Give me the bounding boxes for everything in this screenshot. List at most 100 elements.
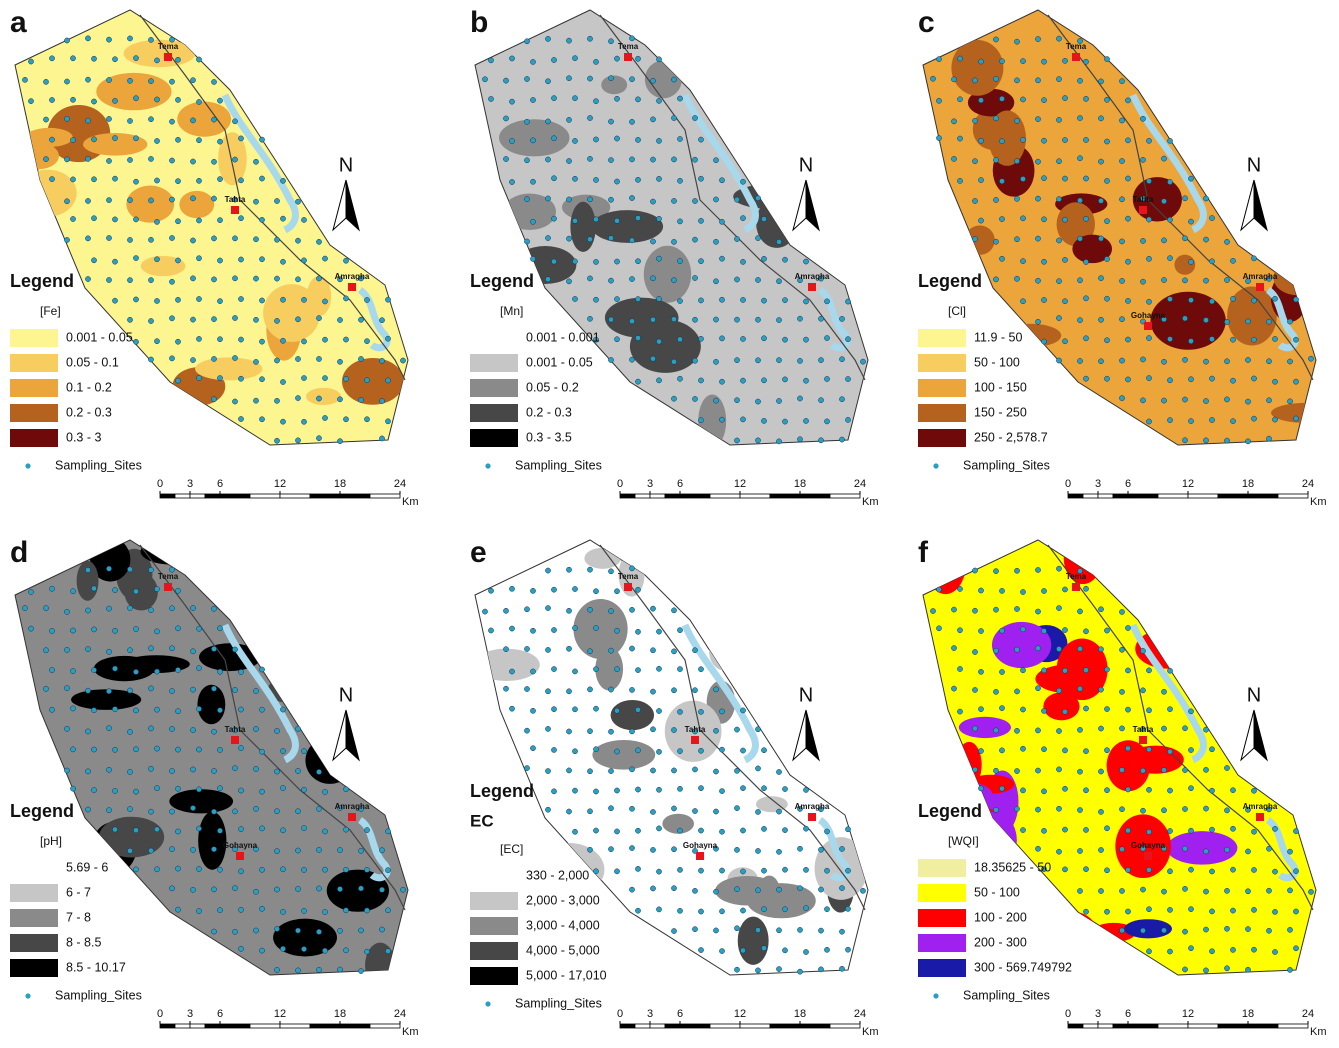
sampling-site (253, 359, 258, 364)
sampling-site (656, 666, 661, 671)
sampling-site (776, 769, 781, 774)
sampling-site (551, 216, 556, 221)
sampling-site (253, 199, 258, 204)
scale-segment (1278, 1024, 1308, 1028)
zone (460, 202, 522, 229)
sampling-site (713, 928, 718, 933)
sampling-site (322, 256, 327, 261)
sampling-site (761, 256, 766, 261)
sampling-site (1203, 968, 1208, 973)
sampling-site (698, 748, 703, 753)
sampling-site (698, 218, 703, 223)
legend-label: 0.05 - 0.2 (526, 380, 579, 394)
zone (197, 685, 225, 725)
zone (1219, 609, 1267, 643)
sampling-site (608, 648, 613, 653)
legend-label: 100 - 200 (974, 910, 1027, 924)
legend-swatch (470, 967, 518, 985)
sampling-site (488, 58, 493, 63)
sampling-site (671, 239, 676, 244)
sampling-site (530, 97, 535, 102)
sampling-site (1188, 747, 1193, 752)
sampling-site (274, 276, 279, 281)
legend-label: 5.69 - 6 (66, 860, 108, 874)
sampling-site (217, 669, 222, 674)
sampling-site (259, 377, 264, 382)
scale-segment (620, 494, 635, 498)
sampling-site (692, 688, 697, 693)
scale-segment (650, 1024, 665, 1028)
sampling-site (999, 706, 1004, 711)
sampling-site (1104, 706, 1109, 711)
sampling-site (85, 236, 90, 241)
legend-label: 18.35625 - 50 (974, 860, 1051, 874)
sampling-site (133, 669, 138, 674)
town-label: Amragha (795, 272, 830, 281)
sampling-site (274, 438, 279, 443)
sampling-site (1224, 239, 1229, 244)
sampling-site (1209, 336, 1214, 341)
legend-label: 0.1 - 0.2 (66, 380, 112, 394)
scale-segment (250, 1024, 280, 1028)
sampling-site (671, 278, 676, 283)
sampling-site (698, 709, 703, 714)
legend-label: 8 - 8.5 (66, 935, 101, 949)
sampling-site (1014, 806, 1019, 811)
sampling-site (379, 887, 384, 892)
scale-tick-label: 0 (157, 478, 163, 490)
sampling-site (133, 217, 138, 222)
sampling-site (127, 78, 132, 83)
sampling-site (734, 806, 739, 811)
sampling-site (1230, 258, 1235, 263)
sampling-site (671, 806, 676, 811)
sampling-site (650, 276, 655, 281)
sampling-site (343, 908, 348, 913)
sampling-site (936, 626, 941, 631)
sampling-site (1188, 946, 1193, 951)
sampling-site (635, 137, 640, 142)
scale-segment (310, 1024, 340, 1028)
sampling-site (957, 56, 962, 61)
scale-tick-label: 3 (647, 478, 653, 490)
legend-label: 4,000 - 5,000 (526, 943, 600, 957)
sampling-site (295, 395, 300, 400)
town-label: Amragha (1243, 272, 1278, 281)
sampling-site (797, 437, 802, 442)
sampling-site (211, 606, 216, 611)
sampling-site (280, 297, 285, 302)
sampling-site (608, 569, 613, 574)
sampling-site (379, 848, 384, 853)
sampling-site (127, 769, 132, 774)
sampling-site (635, 296, 640, 301)
town-marker (1144, 322, 1152, 330)
sampling-site (978, 786, 983, 791)
sampling-site (524, 646, 529, 651)
sampling-site (656, 57, 661, 62)
sampling-site (993, 76, 998, 81)
town-marker (624, 53, 632, 61)
sampling-site (755, 927, 760, 932)
sampling-site (127, 688, 132, 693)
sampling-site (1251, 256, 1256, 261)
sampling-site (1020, 788, 1025, 793)
legend-swatch (470, 354, 518, 372)
sampling-site (545, 235, 550, 240)
sampling-site (993, 197, 998, 202)
sampling-site (545, 689, 550, 694)
sampling-site (587, 276, 592, 281)
sampling-site (1167, 907, 1172, 912)
sampling-site (190, 317, 195, 322)
sampling-site (70, 216, 75, 221)
sampling-site (551, 587, 556, 592)
sampling-site (238, 376, 243, 381)
legend-field: [EC] (500, 842, 523, 856)
sampling-site (169, 235, 174, 240)
sampling-site (322, 375, 327, 380)
legend-swatch (10, 329, 58, 347)
sampling-site (1245, 967, 1250, 972)
sampling-site (587, 197, 592, 202)
sampling-site (677, 136, 682, 141)
sampling-site (1119, 726, 1124, 731)
sampling-site (650, 768, 655, 773)
sampling-site (1125, 377, 1130, 382)
